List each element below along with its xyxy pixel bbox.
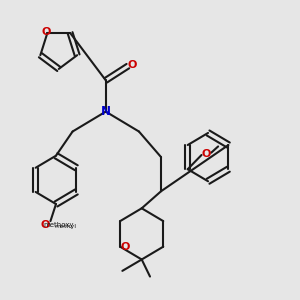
Text: O: O bbox=[127, 60, 137, 70]
Text: O: O bbox=[121, 242, 130, 252]
Text: O: O bbox=[202, 148, 211, 159]
Text: N: N bbox=[101, 105, 111, 118]
Text: O: O bbox=[41, 220, 50, 230]
Text: methoxy: methoxy bbox=[43, 222, 74, 228]
Text: O: O bbox=[41, 26, 51, 37]
Text: methyl: methyl bbox=[55, 224, 77, 229]
